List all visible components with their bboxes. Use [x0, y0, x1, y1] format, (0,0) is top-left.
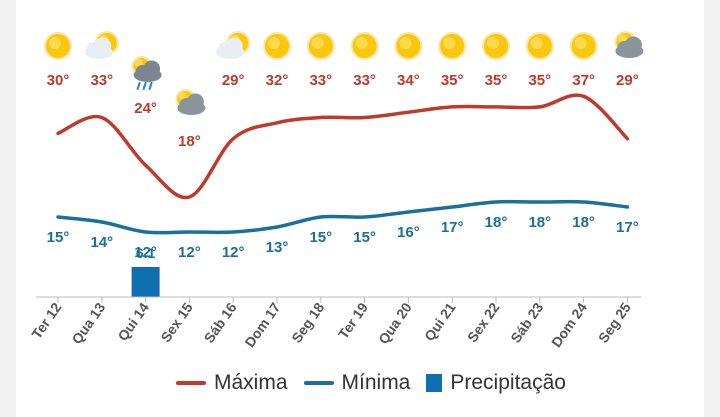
max-temp-label: 37° — [572, 72, 595, 89]
forecast-card: 6.1 Ter 12 Qua 13 Qui 14 Sex 15 Sáb 16 Dom 17 S… — [16, 0, 704, 417]
x-tick-label: Dom 24 — [548, 299, 590, 350]
cloud-puff — [94, 37, 112, 55]
max-temp-label: 33° — [353, 72, 376, 89]
x-tick-label: Qui 21 — [421, 299, 459, 343]
max-temp-label: 35° — [485, 72, 508, 89]
min-temp-label: 17° — [441, 219, 464, 236]
legend-label-min: Mínima — [341, 371, 411, 394]
x-tick-label: Seg 18 — [288, 299, 327, 345]
min-temp-label: 15° — [47, 229, 70, 246]
max-temp-label: 18° — [178, 133, 201, 150]
sun-highlight — [49, 37, 61, 49]
x-tick-label: Qui 14 — [114, 299, 152, 343]
legend-swatch-max — [176, 381, 206, 385]
precip-bar — [131, 267, 160, 297]
sun-highlight — [443, 37, 456, 49]
legend-label-max: Máxima — [214, 371, 288, 394]
sun-icon — [263, 32, 291, 60]
cloud-sun-icon — [614, 31, 644, 58]
sun-icon — [350, 32, 379, 60]
min-temp-label: 13° — [266, 239, 289, 256]
sun-icon — [394, 32, 423, 60]
rain-drop — [142, 82, 147, 90]
max-temp-label: 24° — [134, 100, 157, 117]
legend-item-min[interactable]: Mínima — [303, 371, 411, 395]
chart-legend: Máxima Mínima Precipitação — [176, 368, 566, 398]
max-temp-label: 29° — [616, 72, 639, 89]
min-temp-label: 12° — [222, 244, 245, 261]
legend-item-max[interactable]: Máxima — [176, 371, 288, 395]
min-temp-label: 15° — [353, 229, 376, 246]
precip-value-label: 6.1 — [136, 245, 156, 261]
legend-item-precip[interactable]: Precipitação — [426, 371, 566, 395]
cloud-puff — [143, 60, 161, 78]
max-temp-label: 35° — [528, 72, 551, 89]
min-temp-label: 15° — [309, 229, 332, 246]
max-temp-label: 29° — [222, 72, 245, 89]
sun-highlight — [268, 37, 280, 49]
sun-cloud-icon — [84, 31, 119, 59]
max-temp-label: 30° — [47, 72, 70, 89]
cloud-rain-icon — [131, 56, 162, 90]
sun-highlight — [574, 37, 587, 49]
legend-swatch-min — [303, 381, 334, 385]
min-temp-label: 18° — [485, 214, 508, 231]
x-tick-label: Ter 12 — [28, 299, 64, 341]
cloud-puff — [225, 37, 243, 55]
max-temp-label: 33° — [309, 72, 332, 89]
max-temp-label: 32° — [266, 72, 289, 89]
sun-highlight — [311, 37, 324, 49]
legend-label-precip: Precipitação — [450, 371, 566, 394]
cloud-puff — [624, 36, 642, 54]
max-temp-label: 33° — [90, 72, 113, 89]
sun-highlight — [487, 37, 499, 49]
x-tick-label: Sáb 16 — [201, 299, 240, 345]
x-tick-label: Ter 19 — [335, 299, 371, 341]
sun-highlight — [355, 37, 368, 49]
x-tick-label: Sáb 23 — [507, 299, 546, 345]
x-tick-label: Seg 25 — [595, 299, 634, 345]
sun-icon — [569, 32, 598, 60]
min-temp-label: 12° — [178, 244, 201, 261]
x-tick-label: Dom 17 — [241, 299, 283, 350]
sun-icon — [306, 32, 335, 60]
min-temp-label: 16° — [397, 224, 420, 241]
cloud-icon — [175, 89, 206, 115]
x-tick-label: Sex 22 — [464, 299, 503, 345]
rain-drop — [136, 82, 141, 90]
max-temp-line — [56, 93, 630, 200]
min-temp-label: 14° — [90, 234, 113, 251]
sun-icon — [438, 32, 467, 60]
max-temp-label: 34° — [397, 72, 420, 89]
x-tick-label: Sex 15 — [157, 299, 196, 345]
sun-highlight — [134, 59, 143, 67]
cloud-puff — [186, 93, 204, 111]
sun-cloud-icon — [216, 31, 251, 59]
x-tick-label: Qua 13 — [68, 299, 108, 347]
min-temp-label: 18° — [572, 214, 595, 231]
legend-swatch-precip — [426, 374, 443, 392]
min-temp-label: 18° — [528, 214, 551, 231]
sun-icon — [482, 32, 510, 60]
max-temp-label: 35° — [441, 72, 464, 89]
rain-drop — [148, 82, 153, 90]
sun-highlight — [399, 37, 412, 49]
x-tick-label: Qua 20 — [375, 299, 415, 347]
min-temp-line — [56, 199, 630, 235]
sun-highlight — [530, 37, 543, 49]
min-temp-label: 12° — [134, 244, 157, 261]
sun-icon — [525, 32, 554, 60]
sun-highlight — [178, 92, 187, 100]
min-temp-label: 17° — [616, 219, 639, 236]
sun-icon — [44, 32, 72, 60]
